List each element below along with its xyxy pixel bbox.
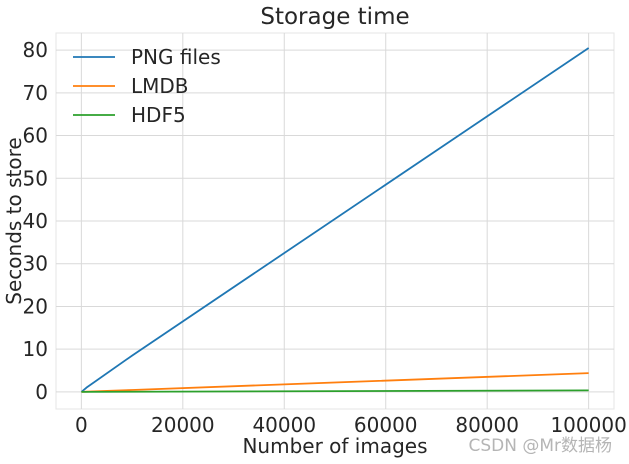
y-axis-label: Seconds to store [2,137,26,304]
x-tick-labels: 0 20000 40000 60000 80000 100000 [75,413,627,437]
legend-label-hdf5: HDF5 [131,103,186,127]
x-tick-label: 80000 [455,413,519,437]
y-tick-label: 10 [23,337,48,361]
y-tick-label: 40 [23,209,48,233]
y-tick-label: 0 [35,380,48,404]
x-tick-label: 0 [75,413,88,437]
y-tick-label: 30 [23,252,48,276]
legend: PNG files LMDB HDF5 [73,45,221,127]
y-tick-label: 20 [23,294,48,318]
chart-title: Storage time [260,4,409,30]
y-tick-label: 60 [23,124,48,148]
grid-lines [56,33,614,409]
x-tick-label: 40000 [252,413,316,437]
y-tick-label: 80 [23,38,48,62]
y-tick-labels: 0 10 20 30 40 50 60 70 80 [23,38,48,404]
watermark-text: CSDN @Mr数据杨 [468,436,612,456]
x-tick-label: 60000 [354,413,418,437]
legend-label-lmdb: LMDB [131,74,189,98]
series-line-hdf5 [80,389,589,393]
legend-label-png: PNG files [131,45,221,69]
series-lines [80,47,590,393]
y-tick-label: 50 [23,166,48,190]
x-tick-label: 20000 [151,413,215,437]
y-tick-label: 70 [23,81,48,105]
x-tick-label: 100000 [550,413,626,437]
x-axis-label: Number of images [242,434,427,458]
